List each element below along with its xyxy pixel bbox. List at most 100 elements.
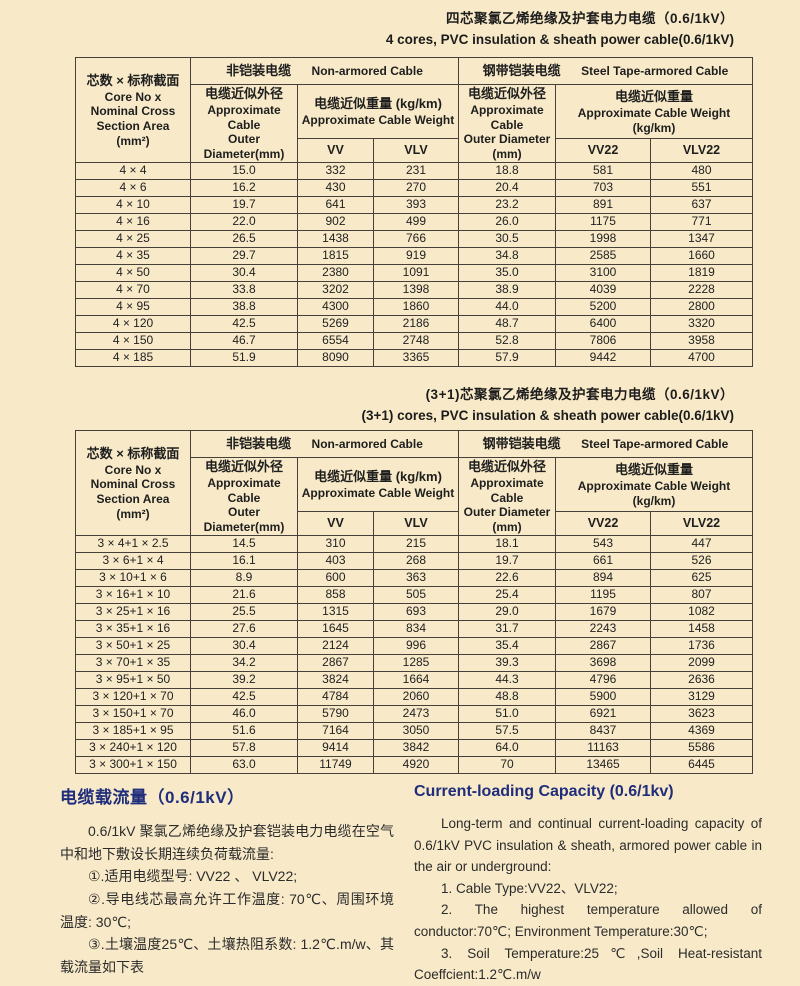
value-cell: 33.8 (190, 280, 298, 299)
value-cell: 902 (297, 212, 374, 231)
value-cell: 3698 (555, 653, 651, 672)
header-vlv22-column: VLV22 (650, 138, 753, 163)
table-row: 3 × 95+1 × 50 39.2 3824 1664 44.3 4796 2636 (75, 670, 753, 689)
value-cell: 4784 (297, 687, 374, 706)
table-row: 4 × 4 15.0 332 231 18.8 581 480 (75, 161, 753, 180)
value-cell: 1082 (650, 602, 753, 621)
table2-title-zh: (3+1)芯聚氯乙烯绝缘及护套电力电缆（0.6/1kV） (425, 387, 734, 402)
value-cell: 2867 (297, 653, 374, 672)
value-cell: 526 (650, 551, 753, 570)
value-cell: 1195 (555, 585, 651, 604)
non-armored-label-en: Non-armored Cable (311, 63, 423, 78)
table-row: 3 × 150+1 × 70 46.0 5790 2473 51.0 6921 3623 (75, 704, 753, 723)
value-cell: 8090 (297, 348, 374, 367)
value-cell: 1347 (650, 229, 753, 248)
value-cell: 29.7 (190, 246, 298, 265)
value-cell: 26.0 (458, 212, 556, 231)
value-cell: 581 (555, 161, 651, 180)
value-cell: 505 (373, 585, 459, 604)
value-cell: 48.7 (458, 314, 556, 333)
value-cell: 5790 (297, 704, 374, 723)
value-cell: 52.8 (458, 331, 556, 350)
od-ar-en: Approximate Cable Outer Diameter (mm) (463, 476, 551, 535)
spec-cell: 3 × 95+1 × 50 (75, 670, 191, 689)
value-cell: 834 (373, 619, 459, 638)
wt-ar-zh: 电缆近似重量 (614, 461, 693, 477)
value-cell: 15.0 (190, 161, 298, 180)
header-weight-armored: 电缆近似重量 Approximate Cable Weight (kg/km) (555, 456, 753, 513)
value-cell: 996 (373, 636, 459, 655)
header-vv22-column: VV22 (555, 511, 651, 536)
wt-ar-zh: 电缆近似重量 (614, 88, 693, 104)
value-cell: 270 (373, 178, 459, 197)
value-cell: 27.6 (190, 619, 298, 638)
value-cell: 2186 (373, 314, 459, 333)
wt-ar-en: Approximate Cable Weight (kg/km) (577, 479, 731, 508)
capacity-paragraph-zh: 0.6/1kV 聚氯乙烯绝缘及护套铠装电力电缆在空气中和地下敷设长期连续负荷载流… (60, 823, 394, 862)
value-cell: 23.2 (458, 195, 556, 214)
value-cell: 2585 (555, 246, 651, 265)
capacity-item3-en: 3. Soil Temperature:25℃,Soil Heat-resist… (414, 945, 762, 983)
spec-cell: 3 × 50+1 × 25 (75, 636, 191, 655)
table-row: 4 × 185 51.9 8090 3365 57.9 9442 4700 (75, 348, 753, 367)
value-cell: 39.3 (458, 653, 556, 672)
header-steel-armored-group: 钢带铠装电缆 Steel Tape-armored Cable (458, 57, 753, 85)
value-cell: 625 (650, 568, 753, 587)
value-cell: 1398 (373, 280, 459, 299)
value-cell: 51.9 (190, 348, 298, 367)
capacity-item1-zh: ①.适用电缆型号: VV22 、 VLV22; (88, 868, 298, 885)
table-row: 4 × 120 42.5 5269 2186 48.7 6400 3320 (75, 314, 753, 333)
value-cell: 6921 (555, 704, 651, 723)
od-ar-en: Approximate Cable Outer Diameter (mm) (463, 103, 551, 162)
value-cell: 9414 (297, 738, 374, 757)
value-cell: 1645 (297, 619, 374, 638)
table-4core: 芯数 × 标称截面 Core No x Nominal Cross Sectio… (75, 57, 753, 367)
value-cell: 447 (650, 534, 753, 553)
value-cell: 1819 (650, 263, 753, 282)
spec-cell: 4 × 185 (75, 348, 191, 367)
spec-header-zh: 芯数 × 标称截面 (86, 445, 180, 461)
value-cell: 26.5 (190, 229, 298, 248)
value-cell: 7806 (555, 331, 651, 350)
table-row: 4 × 35 29.7 1815 919 34.8 2585 1660 (75, 246, 753, 265)
table-row: 3 × 240+1 × 120 57.8 9414 3842 64.0 11163 5586 (75, 738, 753, 757)
table-row: 4 × 25 26.5 1438 766 30.5 1998 1347 (75, 229, 753, 248)
value-cell: 771 (650, 212, 753, 231)
spec-header-zh: 芯数 × 标称截面 (86, 72, 180, 88)
value-cell: 543 (555, 534, 651, 553)
value-cell: 25.5 (190, 602, 298, 621)
spec-cell: 4 × 25 (75, 229, 191, 248)
value-cell: 3365 (373, 348, 459, 367)
value-cell: 8.9 (190, 568, 298, 587)
header-outer-diameter-armored: 电缆近似外径 Approximate Cable Outer Diameter … (458, 457, 556, 536)
spec-header-en: Core No x Nominal Cross Section Area (mm… (90, 89, 176, 148)
value-cell: 5586 (650, 738, 753, 757)
value-cell: 3320 (650, 314, 753, 333)
value-cell: 1438 (297, 229, 374, 248)
value-cell: 13465 (555, 755, 651, 774)
capacity-paragraph-en: Long-term and continual current-loading … (414, 816, 762, 875)
value-cell: 600 (297, 568, 374, 587)
spec-cell: 4 × 50 (75, 263, 191, 282)
value-cell: 38.9 (458, 280, 556, 299)
spec-cell: 3 × 25+1 × 16 (75, 602, 191, 621)
table-row: 3 × 35+1 × 16 27.6 1645 834 31.7 2243 1458 (75, 619, 753, 638)
value-cell: 11749 (297, 755, 374, 774)
value-cell: 3050 (373, 721, 459, 740)
capacity-heading-en: Current-loading Capacity (0.6/1kv) (414, 783, 674, 800)
table-row: 4 × 70 33.8 3202 1398 38.9 4039 2228 (75, 280, 753, 299)
value-cell: 6445 (650, 755, 753, 774)
value-cell: 703 (555, 178, 651, 197)
value-cell: 21.6 (190, 585, 298, 604)
value-cell: 3100 (555, 263, 651, 282)
value-cell: 268 (373, 551, 459, 570)
value-cell: 57.9 (458, 348, 556, 367)
value-cell: 18.1 (458, 534, 556, 553)
value-cell: 4796 (555, 670, 651, 689)
table1-title: 四芯聚氯乙烯绝缘及护套电力电缆（0.6/1kV） 4 cores, PVC in… (386, 7, 734, 47)
value-cell: 3129 (650, 687, 753, 706)
value-cell: 51.0 (458, 704, 556, 723)
table1-title-zh: 四芯聚氯乙烯绝缘及护套电力电缆（0.6/1kV） (445, 11, 734, 26)
value-cell: 64.0 (458, 738, 556, 757)
value-cell: 637 (650, 195, 753, 214)
